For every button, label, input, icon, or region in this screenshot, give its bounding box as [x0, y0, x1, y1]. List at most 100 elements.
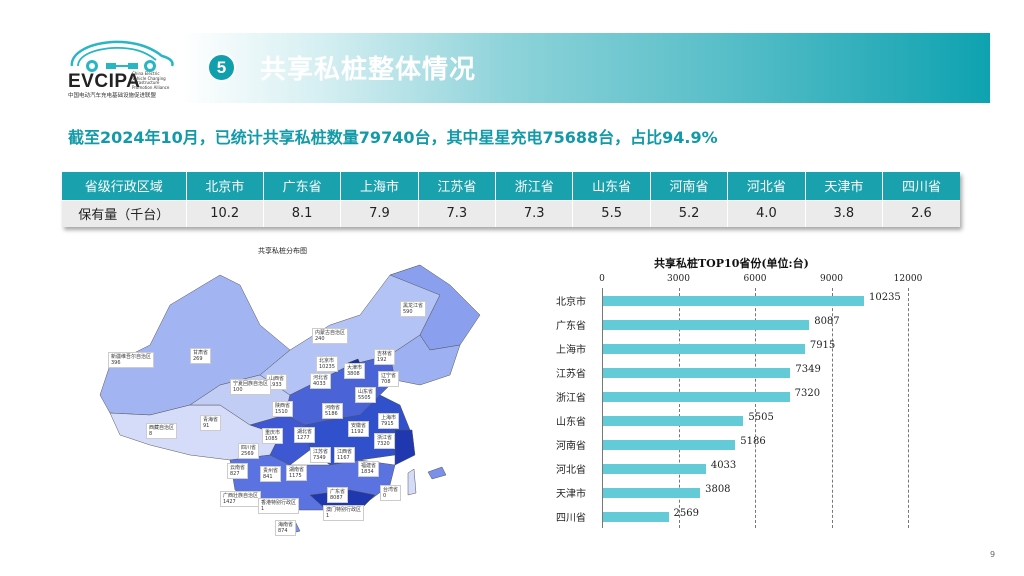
- region-name: 重庆市: [265, 430, 281, 436]
- region-value: 1510: [275, 409, 288, 415]
- bar-row: 河南省 5186: [556, 433, 908, 457]
- map-region-label: 浙江省 7320: [374, 433, 396, 449]
- y-axis-line: [602, 288, 603, 528]
- region-value: 1277: [297, 435, 310, 441]
- region-value: 841: [263, 474, 273, 480]
- table-header-row: 省级行政区域 北京市 广东省 上海市 江苏省 浙江省 山东省 河南省 河北省 天…: [62, 172, 960, 200]
- bar-row: 广东省 8087: [556, 313, 908, 337]
- region-value: 1085: [265, 436, 278, 442]
- category-label: 四川省: [556, 513, 586, 524]
- map-region-label: 青海省 91: [200, 415, 222, 431]
- map-region-label: 重庆市 1085: [262, 428, 284, 444]
- x-tick-label: 0: [599, 274, 605, 284]
- table-row-label: 保有量（千台）: [62, 199, 187, 227]
- category-label: 浙江省: [556, 393, 586, 404]
- region-name: 内蒙古自治区: [315, 330, 346, 336]
- region-name: 江西省: [337, 449, 353, 455]
- bar-row: 四川省 2569: [556, 505, 908, 529]
- bar-value-label: 7320: [794, 388, 821, 399]
- table-row: 保有量（千台） 10.2 8.1 7.9 7.3 7.3 5.5 5.2 4.0…: [62, 199, 960, 227]
- region-value: 827: [230, 471, 240, 477]
- map-region-label: 甘肃省 269: [190, 348, 212, 364]
- map-region-label: 河北省 4033: [310, 373, 332, 389]
- bar: [603, 368, 791, 378]
- category-label: 山东省: [556, 417, 586, 428]
- region-name: 山东省: [358, 389, 374, 395]
- map-region-label: 澳门特别行政区 1: [323, 505, 365, 521]
- region-name: 湖南省: [289, 467, 305, 473]
- map-title: 共享私桩分布图: [258, 247, 307, 255]
- region-name: 西藏自治区: [149, 425, 175, 431]
- gridline: [678, 288, 680, 528]
- region-name: 青海省: [203, 417, 219, 423]
- x-tick-label: 12000: [893, 274, 923, 284]
- region-value: 269: [193, 356, 203, 362]
- logo-brand: EVCIPA: [68, 71, 141, 92]
- table-cell: 7.3: [418, 199, 497, 227]
- page-number: 9: [990, 550, 996, 559]
- table-cell: 3.8: [805, 199, 884, 227]
- top10-table: 省级行政区域 北京市 广东省 上海市 江苏省 浙江省 山东省 河南省 河北省 天…: [62, 172, 960, 227]
- region-name: 广西壮族自治区: [223, 493, 259, 499]
- map-region-label: 陕西省 1510: [272, 401, 294, 417]
- region-value: 708: [381, 379, 391, 385]
- region-name: 上海市: [381, 415, 397, 421]
- map-region-label: 湖南省 1175: [286, 465, 308, 481]
- x-tick-label: 6000: [743, 274, 767, 284]
- summary-text: 截至2024年10月，已统计共享私桩数量79740台，其中星星充电75688台，…: [68, 128, 718, 147]
- region-name: 台湾省: [383, 487, 399, 493]
- region-value: 1: [326, 513, 330, 519]
- category-label: 天津市: [556, 489, 586, 500]
- bar: [603, 488, 701, 498]
- bar-value-label: 10235: [868, 292, 901, 303]
- region-value: 1427: [223, 499, 236, 505]
- map-region-label: 贵州省 841: [260, 466, 282, 482]
- region-name: 河南省: [325, 405, 341, 411]
- table-header-cell: 北京市: [186, 172, 264, 200]
- region-name: 山西省: [269, 376, 285, 382]
- map-region-label: 台湾省 0: [380, 485, 402, 501]
- region-name: 河北省: [313, 375, 329, 381]
- bar: [603, 296, 864, 306]
- region-name: 江苏省: [313, 449, 329, 455]
- region-name: 甘肃省: [193, 350, 209, 356]
- map-region-label: 海南省 874: [275, 520, 297, 536]
- chart-title: 共享私桩TOP10省份(单位:台): [654, 257, 809, 270]
- bar: [603, 512, 669, 522]
- region-value: 8: [149, 431, 153, 437]
- map-region-label: 西藏自治区 8: [146, 423, 178, 439]
- table-cell: 2.6: [882, 199, 960, 227]
- map-region-label: 广西壮族自治区 1427: [220, 491, 262, 507]
- bar-value-label: 5505: [748, 412, 774, 423]
- car-plug-icon: [70, 40, 174, 72]
- bar-value-label: 7915: [809, 340, 836, 351]
- category-label: 河北省: [556, 465, 586, 476]
- region-value: 0: [383, 493, 387, 499]
- bar-row: 浙江省 7320: [556, 385, 908, 409]
- region-value: 874: [278, 528, 288, 534]
- bar-value-label: 2569: [673, 508, 699, 519]
- bar: [603, 416, 744, 426]
- region-name: 湖北省: [297, 429, 313, 435]
- bar-value-label: 8087: [814, 316, 840, 327]
- map-region-label: 上海市 7915: [378, 413, 400, 429]
- bar: [603, 320, 810, 330]
- bar-row: 天津市 3808: [556, 481, 908, 505]
- map-region-label: 黑龙江省 590: [400, 301, 427, 317]
- region-value: 240: [315, 336, 325, 342]
- region-value: 1834: [361, 469, 374, 475]
- region-value: 8087: [330, 495, 343, 501]
- map-region-label: 吉林省 192: [374, 349, 396, 365]
- map-region-label: 福建省 1834: [358, 461, 380, 477]
- bar-row: 山东省 5505: [556, 409, 908, 433]
- region-value: 5505: [358, 395, 371, 401]
- bar-row: 江苏省 7349: [556, 361, 908, 385]
- bar-value-label: 7349: [795, 364, 821, 375]
- table-header-cell: 浙江省: [495, 172, 574, 200]
- category-label: 广东省: [556, 321, 586, 332]
- table-header-cell: 江苏省: [418, 172, 497, 200]
- category-label: 北京市: [556, 297, 586, 308]
- logo-tagline-en: China Electric Vehicle Charging Infrastr…: [132, 71, 170, 90]
- region-name: 云南省: [230, 465, 246, 471]
- table-cell: 5.5: [572, 199, 651, 227]
